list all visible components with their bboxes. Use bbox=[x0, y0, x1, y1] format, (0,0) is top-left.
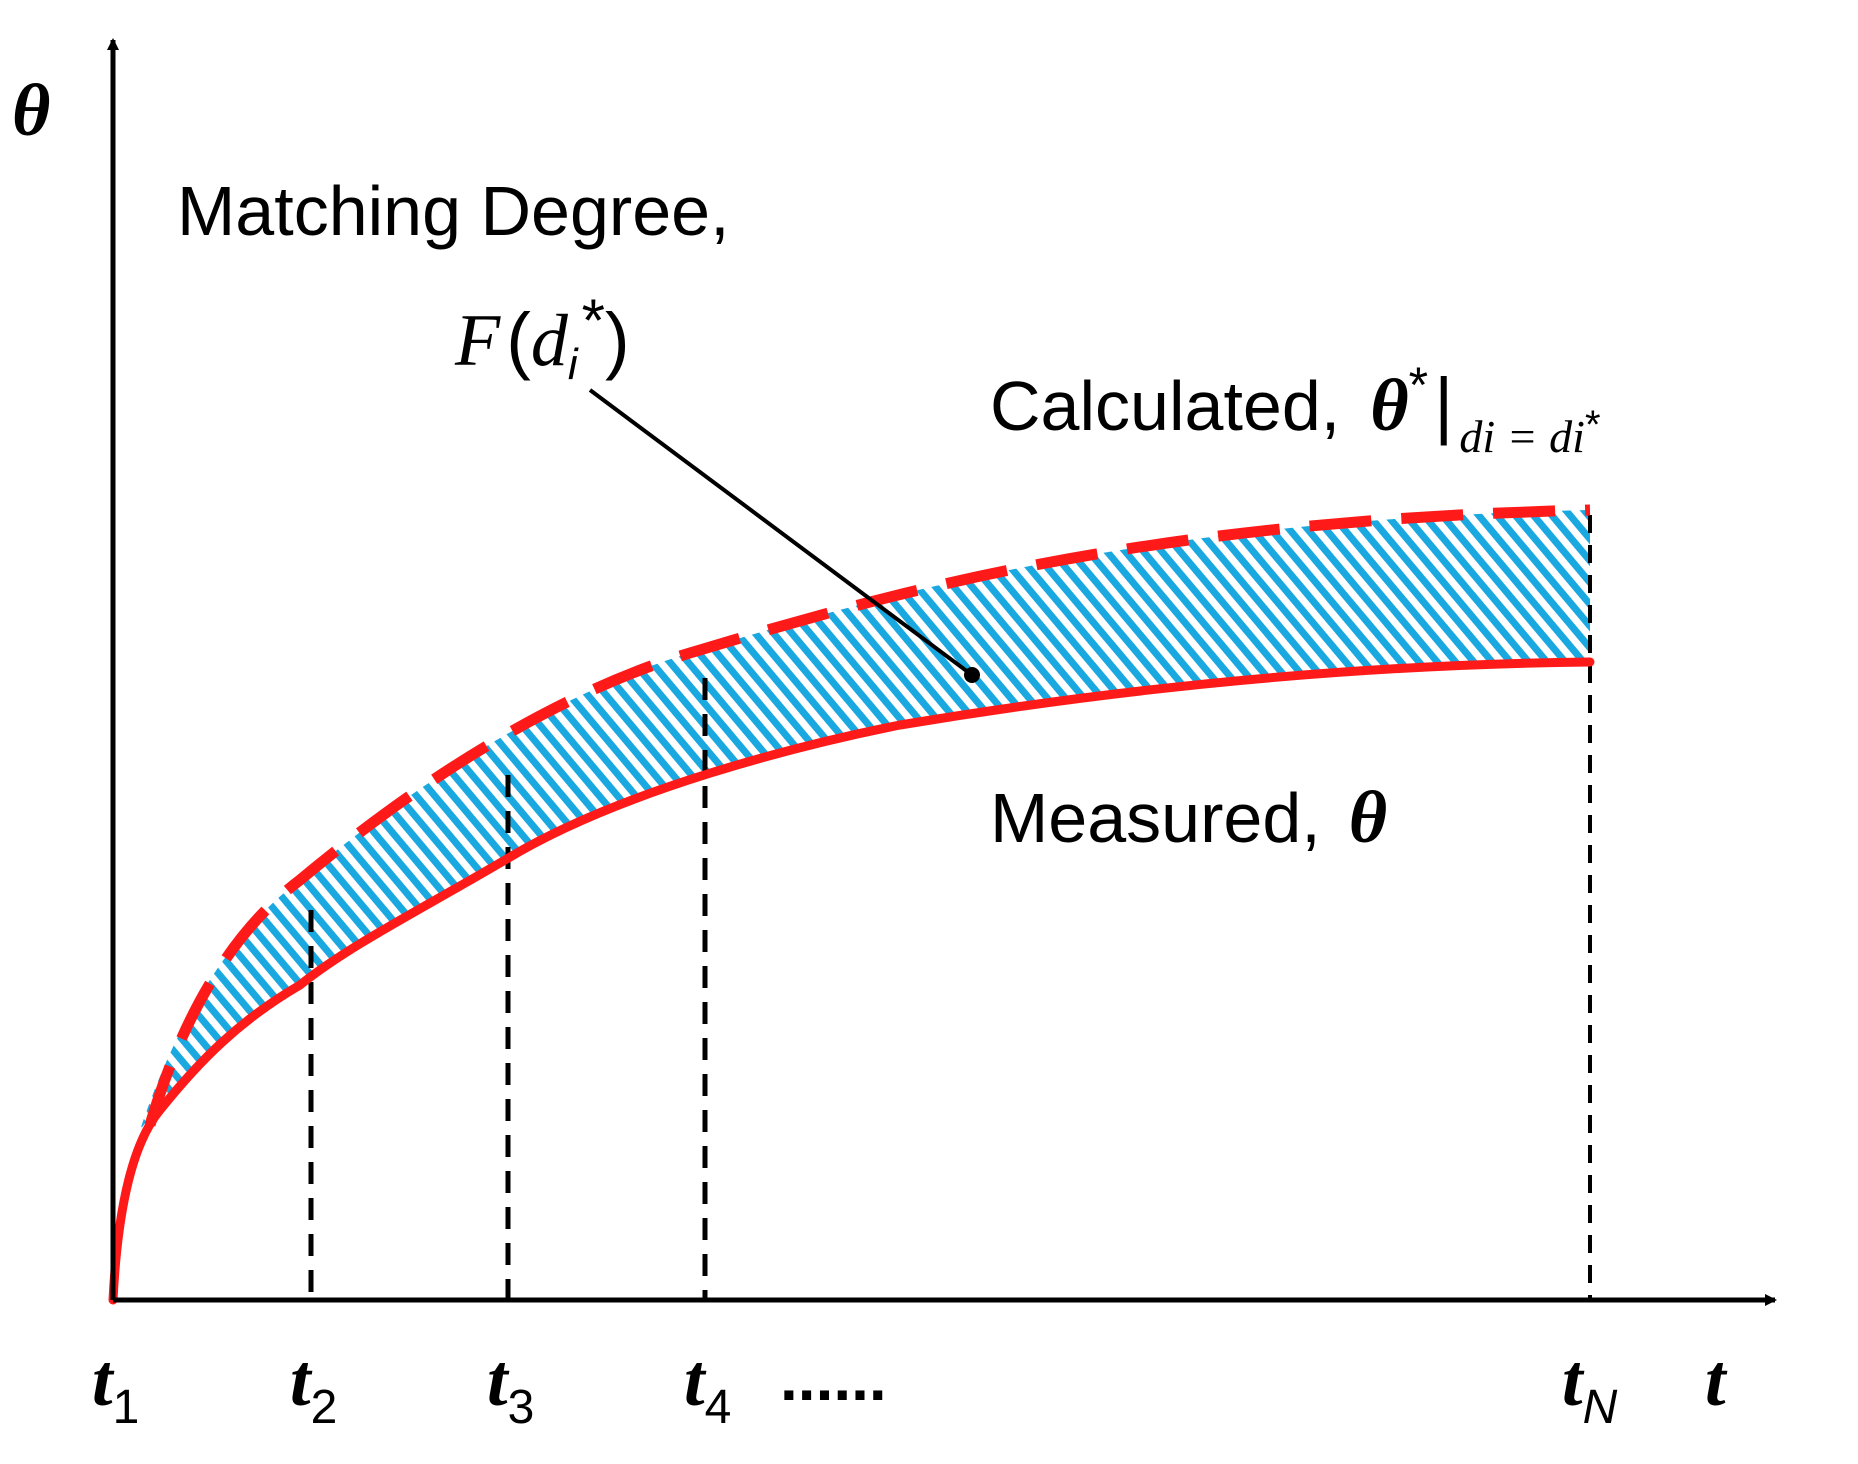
matching-degree-label: Matching Degree, bbox=[177, 172, 730, 250]
annotation-pointer-dot bbox=[964, 667, 980, 683]
measured-label: Measured, θ bbox=[990, 777, 1387, 859]
y-axis-symbol: θ bbox=[12, 70, 50, 152]
tick-t3: t3 bbox=[487, 1340, 534, 1434]
annotation-pointer bbox=[588, 388, 974, 677]
measured-curve bbox=[108, 657, 1595, 1305]
matching-degree-formula: F(di*) bbox=[454, 287, 630, 389]
matching-degree-area bbox=[140, 510, 1590, 1130]
tick-tN: tN bbox=[1562, 1340, 1618, 1434]
tick-t1: t1 bbox=[92, 1340, 139, 1434]
tick-ellipsis: ...... bbox=[780, 1342, 887, 1414]
tick-t4: t4 bbox=[684, 1340, 731, 1434]
calculated-label: Calculated, θ*| di = di* bbox=[990, 357, 1601, 462]
x-axis-symbol: t bbox=[1705, 1340, 1728, 1422]
tick-t2: t2 bbox=[290, 1340, 337, 1434]
calculated-curve bbox=[144, 504, 1591, 1127]
